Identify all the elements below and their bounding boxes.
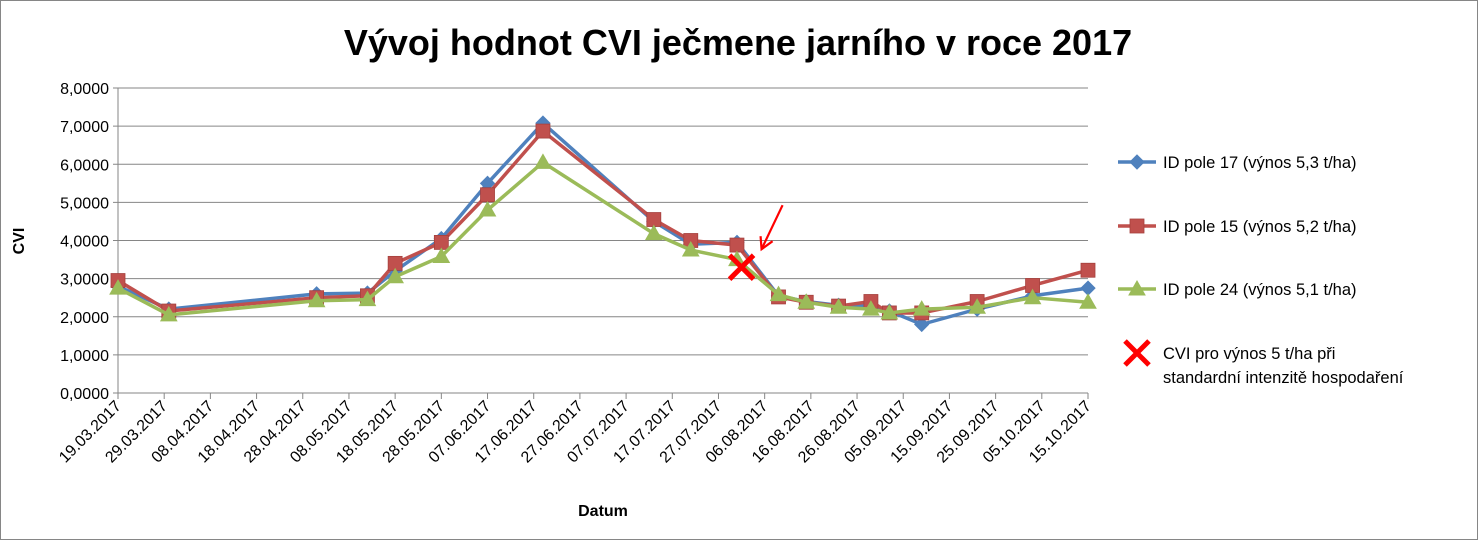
legend-marker	[1129, 154, 1145, 170]
data-point	[1080, 280, 1096, 296]
data-point	[480, 187, 495, 203]
plot-area-series	[109, 115, 1097, 333]
y-tick-label: 7,0000	[60, 119, 109, 136]
data-point	[1023, 288, 1042, 305]
data-point	[432, 247, 451, 264]
series-3	[109, 153, 1097, 322]
legend-marker	[1129, 218, 1145, 234]
data-point	[646, 212, 662, 227]
y-axis-title: CVI	[11, 228, 28, 255]
y-tick-label: 1,0000	[60, 348, 109, 365]
legend: ID pole 17 (výnos 5,3 t/ha) ID pole 15 (v…	[1118, 154, 1404, 387]
series-4	[727, 253, 756, 281]
annotation-arrow-shaft	[760, 204, 784, 250]
x-axis-tick-labels: 19.03.201729.03.201708.04.201718.04.2017…	[56, 398, 1095, 467]
legend-marker	[1128, 279, 1146, 296]
series-line	[117, 160, 1089, 317]
legend-label: ID pole 17 (výnos 5,3 t/ha)	[1163, 154, 1357, 172]
data-point	[769, 285, 788, 302]
data-point	[307, 291, 326, 308]
y-tick-label: 2,0000	[60, 310, 109, 327]
y-tick-label: 6,0000	[60, 157, 109, 174]
data-point	[534, 153, 552, 169]
data-point	[109, 279, 127, 295]
y-tick-label: 3,0000	[60, 272, 109, 289]
data-point	[968, 298, 987, 314]
data-point	[880, 303, 899, 320]
legend-label: CVI pro výnos 5 t/ha při	[1163, 345, 1335, 363]
data-point	[535, 123, 551, 139]
data-point	[829, 298, 848, 314]
data-point	[644, 224, 663, 241]
data-point	[727, 253, 756, 281]
legend-label: standardní intenzitě hospodaření	[1163, 369, 1404, 387]
axes	[113, 87, 1089, 399]
data-point	[1080, 262, 1096, 278]
data-point	[386, 267, 405, 284]
legend-label: ID pole 15 (výnos 5,2 t/ha)	[1163, 218, 1357, 236]
data-point	[159, 305, 178, 322]
data-point	[1079, 293, 1097, 309]
data-point	[478, 200, 497, 217]
series-line	[117, 129, 1089, 315]
series-line	[117, 121, 1089, 327]
data-point	[433, 235, 449, 250]
series-2	[110, 123, 1096, 321]
data-point	[914, 316, 930, 333]
annotations	[759, 204, 784, 252]
chart-title: Vývoj hodnot CVI ječmene jarního v roce …	[344, 22, 1132, 63]
data-point	[797, 293, 816, 309]
legend-marker	[1123, 339, 1151, 367]
data-point	[358, 290, 377, 307]
data-point	[862, 300, 880, 316]
data-point	[729, 237, 745, 253]
legend-item: CVI pro výnos 5 t/ha při standardní inten…	[1123, 339, 1404, 387]
annotation-arrow-head	[759, 236, 774, 252]
gridlines	[118, 87, 1088, 356]
y-tick-label: 0,0000	[60, 386, 109, 403]
x-axis-title: Datum	[578, 503, 628, 520]
legend-label: ID pole 24 (výnos 5,1 t/ha)	[1163, 281, 1357, 299]
y-axis-tick-labels: 0,0000 1,0000 2,0000 3,0000 4,0000 5,0000 6,00…	[60, 81, 109, 403]
data-point	[912, 300, 931, 316]
legend-item: ID pole 17 (výnos 5,3 t/ha)	[1118, 154, 1357, 172]
legend-item: ID pole 15 (výnos 5,2 t/ha)	[1118, 218, 1357, 236]
y-tick-label: 5,0000	[60, 195, 109, 212]
legend-item: ID pole 24 (výnos 5,1 t/ha)	[1118, 279, 1357, 299]
data-point	[681, 241, 700, 257]
y-tick-label: 8,0000	[60, 81, 109, 98]
y-tick-label: 4,0000	[60, 234, 109, 251]
series-1	[110, 115, 1096, 333]
